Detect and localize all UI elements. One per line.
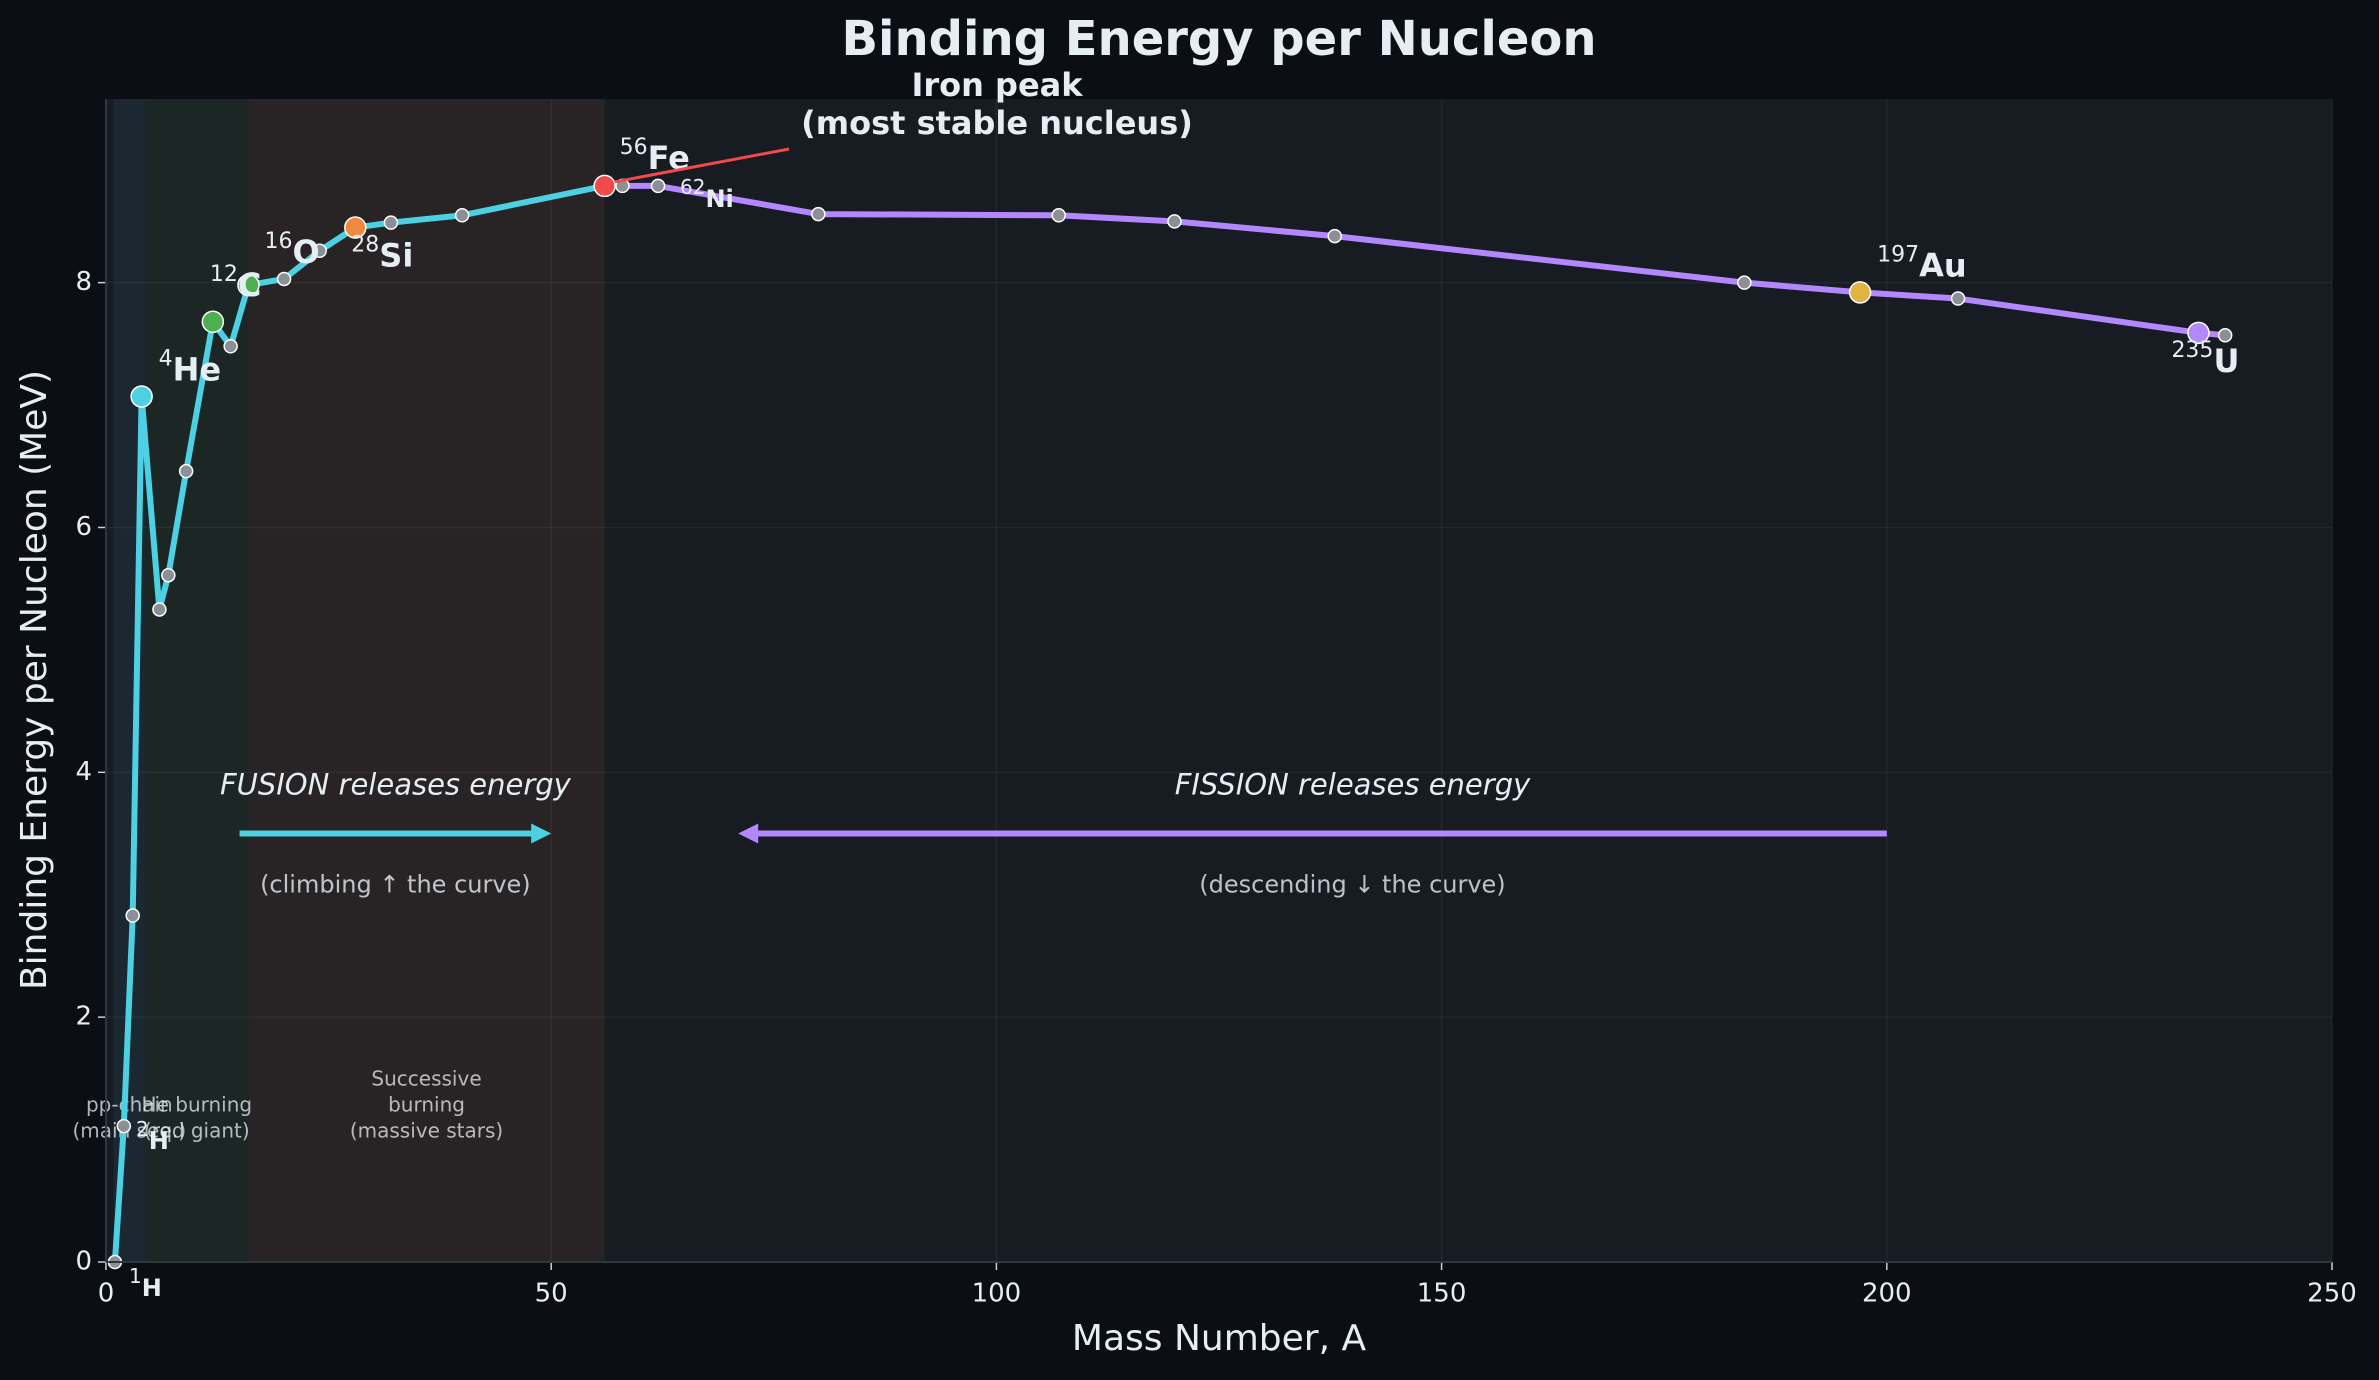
iron-peak-label: Iron peak bbox=[911, 66, 1083, 104]
highlight-point bbox=[237, 273, 260, 297]
nuclide-label: 1H bbox=[129, 1264, 162, 1303]
element-symbol: H bbox=[142, 1274, 162, 1302]
highlight-point bbox=[593, 174, 616, 198]
arrow-label: FUSION releases energy bbox=[220, 768, 572, 802]
y-axis-label: Binding Energy per Nucleon (MeV) bbox=[14, 370, 55, 990]
highlight-point bbox=[2187, 321, 2210, 345]
regions: pp-chain(main seq.)He burning(red giant)… bbox=[73, 99, 605, 1262]
nuclide-point bbox=[383, 215, 399, 230]
element-symbol: O bbox=[292, 233, 319, 271]
y-tick-label: 6 bbox=[75, 512, 92, 542]
x-tick-label: 150 bbox=[1417, 1279, 1467, 1309]
mass-number: 12 bbox=[210, 262, 238, 287]
marks bbox=[107, 174, 2233, 1270]
y-tick-label: 0 bbox=[75, 1247, 92, 1277]
nuclide-label: 235U bbox=[2171, 338, 2239, 380]
x-tick-label: 200 bbox=[1862, 1279, 1912, 1309]
element-symbol: C bbox=[238, 266, 261, 304]
mass-number: 197 bbox=[1877, 242, 1919, 267]
region-band bbox=[145, 99, 249, 1262]
highlight-point bbox=[201, 310, 225, 334]
element-symbol: Ni bbox=[705, 185, 733, 213]
nuclide-point bbox=[1737, 275, 1752, 290]
nuclide-point bbox=[116, 1118, 132, 1134]
iron-peak-arrow bbox=[614, 147, 790, 184]
element-symbol: H bbox=[149, 1127, 169, 1155]
highlight-point bbox=[344, 216, 367, 239]
nuclide-point bbox=[1167, 214, 1182, 229]
element-symbol: U bbox=[2213, 342, 2239, 380]
nuclide-point bbox=[276, 271, 292, 287]
nuclide-label: 28Si bbox=[351, 233, 413, 275]
y-tick-label: 2 bbox=[75, 1002, 92, 1032]
y-tick-label: 8 bbox=[75, 267, 92, 297]
x-tick-label: 50 bbox=[535, 1279, 568, 1309]
element-symbol: He bbox=[173, 350, 221, 388]
nuclide-point bbox=[223, 339, 238, 354]
mass-number: 4 bbox=[159, 346, 173, 371]
arrow-note: (descending ↓ the curve) bbox=[1199, 871, 1505, 899]
x-tick-label: 100 bbox=[972, 1279, 1022, 1309]
nuclide-point bbox=[811, 206, 826, 222]
arrow-head bbox=[738, 823, 759, 844]
highlight-point bbox=[130, 385, 153, 408]
nuclide-label: 2H bbox=[136, 1117, 169, 1156]
mass-number: 1 bbox=[129, 1264, 142, 1288]
mass-number: 235 bbox=[2171, 338, 2213, 363]
highlight-point bbox=[1848, 281, 1872, 304]
mass-number: 56 bbox=[620, 135, 648, 160]
nuclide-label: 16O bbox=[264, 229, 319, 271]
nuclide-label: 4He bbox=[159, 346, 221, 388]
nuclide-label: 62Ni bbox=[680, 175, 734, 214]
series-line bbox=[111, 182, 608, 1265]
nuclide-label: 12C bbox=[210, 262, 261, 304]
nuclide-point bbox=[2217, 328, 2233, 343]
region-label: (massive stars) bbox=[350, 1119, 503, 1143]
x-tick-label: 0 bbox=[98, 1279, 115, 1309]
arrow-note: (climbing ↑ the curve) bbox=[260, 871, 531, 899]
y-tick-label: 4 bbox=[75, 757, 92, 787]
region-label: (red giant) bbox=[144, 1119, 250, 1143]
mass-number: 62 bbox=[680, 175, 705, 199]
region-label: He burning bbox=[142, 1093, 253, 1117]
x-tick-label: 250 bbox=[2307, 1279, 2357, 1309]
region-label: pp-chain bbox=[86, 1093, 173, 1117]
nuclide-point bbox=[152, 602, 167, 617]
element-symbol: Si bbox=[379, 237, 413, 275]
nuclide-point bbox=[161, 567, 176, 583]
nuclide-point bbox=[454, 208, 470, 223]
arrow-label: FISSION releases energy bbox=[1175, 768, 1531, 802]
nuclide-label: 197Au bbox=[1877, 242, 1967, 284]
nuclide-point bbox=[312, 243, 327, 259]
nuclide-point bbox=[1950, 291, 1966, 306]
chart-title: Binding Energy per Nucleon bbox=[841, 11, 1596, 67]
axes: 0 2 4 6 8 0 50 100 150 200 250 bbox=[75, 99, 2357, 1309]
region-label: burning bbox=[388, 1093, 465, 1117]
iron-peak-label: (most stable nucleus) bbox=[801, 104, 1193, 142]
mass-number: 2 bbox=[136, 1117, 149, 1141]
region-band bbox=[248, 99, 605, 1262]
region-label: Successive bbox=[371, 1067, 481, 1091]
nuclide-point bbox=[650, 178, 666, 194]
x-axis-label: Mass Number, A bbox=[1072, 1318, 1367, 1359]
nuclide-point bbox=[125, 908, 140, 923]
mass-number: 16 bbox=[264, 229, 292, 254]
mass-number: 28 bbox=[351, 233, 379, 258]
arrow-head bbox=[531, 823, 552, 844]
nuclide-point bbox=[178, 463, 194, 479]
element-symbol: Au bbox=[1919, 246, 1967, 284]
nuclide-point bbox=[1051, 208, 1066, 223]
region-band bbox=[113, 99, 146, 1262]
nuclide-point bbox=[1327, 228, 1343, 244]
